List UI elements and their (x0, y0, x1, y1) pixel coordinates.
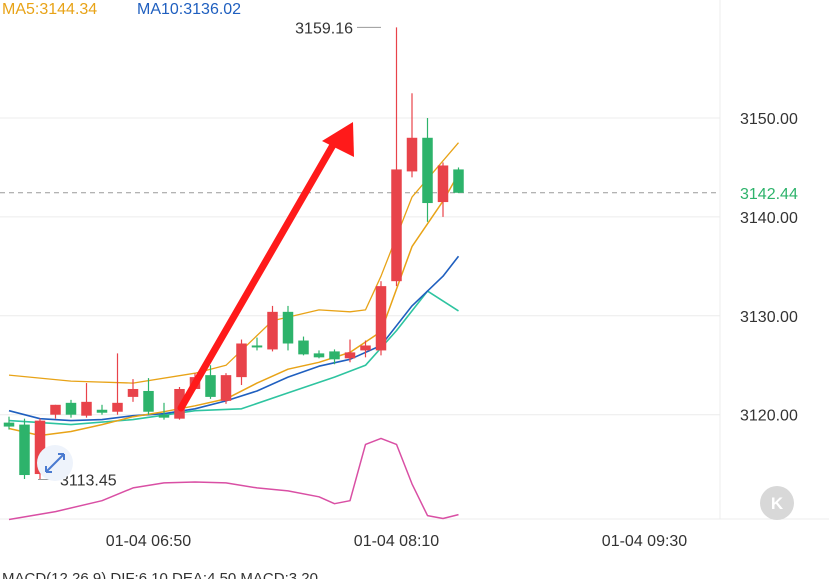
candle-body-3 (50, 404, 61, 415)
candle-19 (298, 336, 309, 356)
candle-24 (375, 281, 387, 356)
candle-6 (96, 404, 108, 415)
expand-icon-button[interactable] (37, 445, 73, 481)
candle-body-28 (437, 165, 449, 203)
candle-20 (313, 350, 325, 359)
candle-body-10 (158, 414, 170, 418)
candle-16 (251, 337, 263, 351)
candle-21 (329, 349, 340, 365)
candle-7 (112, 353, 123, 415)
trend-arrow (177, 122, 354, 412)
candle-body-24 (375, 286, 387, 351)
candle-1 (19, 418, 30, 479)
trend-arrow-head (322, 122, 354, 157)
candle-body-25 (391, 169, 402, 282)
candle-25 (391, 27, 402, 287)
macd-line (8, 437, 459, 521)
candle-body-29 (453, 169, 464, 193)
candle-body-18 (282, 311, 294, 344)
candles (3, 27, 464, 480)
y-axis-tick-labels: 3150.00 3140.00 3130.00 3120.00 (740, 111, 798, 425)
candle-body-9 (143, 390, 154, 412)
x-tick-label-2: 01-04 09:30 (602, 533, 688, 550)
candle-17 (267, 305, 278, 352)
expand-icon (45, 453, 65, 473)
candle-13 (205, 365, 216, 399)
candle-18 (282, 305, 294, 351)
candle-23 (360, 340, 371, 358)
candle-5 (81, 383, 92, 418)
candle-15 (236, 339, 247, 386)
collapse-button[interactable]: K (760, 486, 794, 520)
candle-body-8 (127, 388, 139, 397)
candle-10 (158, 402, 170, 420)
y-tick-label-1: 3140.00 (740, 210, 798, 227)
candle-body-27 (422, 137, 433, 204)
candle-body-0 (3, 422, 15, 427)
candle-body-23 (360, 345, 371, 351)
candle-body-21 (329, 351, 340, 360)
macd-header: MACD(12,26,9) DIF:6.10 DEA:4.50 MACD:3.2… (2, 570, 318, 579)
x-axis-tick-labels: 01-04 06:50 01-04 08:10 01-04 09:30 (106, 533, 688, 550)
candle-8 (127, 379, 139, 402)
candle-body-17 (267, 311, 278, 350)
candle-body-22 (344, 352, 356, 359)
candle-body-7 (112, 402, 123, 412)
candle-3 (50, 404, 61, 419)
candle-4 (65, 399, 77, 418)
ma5-legend: MA5:3144.34 (2, 1, 97, 18)
candle-0 (3, 416, 15, 430)
candle-22 (344, 339, 356, 363)
y-tick-label-3: 3120.00 (740, 408, 798, 425)
x-tick-label-1: 01-04 08:10 (354, 533, 440, 550)
candle-9 (143, 378, 154, 415)
indicator-lines (8, 142, 460, 521)
annotations: 3159.16 3113.45 (38, 20, 381, 489)
candle-27 (422, 118, 433, 222)
grid-lines (0, 0, 829, 520)
candle-body-13 (205, 375, 216, 397)
candle-body-19 (298, 340, 309, 355)
candle-body-1 (19, 424, 30, 476)
ma5-line (8, 173, 460, 437)
candle-28 (437, 162, 449, 217)
high-annotation-label: 3159.16 (295, 20, 353, 37)
y-tick-label-2: 3130.00 (740, 309, 798, 326)
candle-29 (453, 167, 464, 194)
y-tick-label-0: 3150.00 (740, 111, 798, 128)
candle-body-16 (251, 345, 263, 348)
candle-body-2 (34, 420, 46, 475)
ma10-legend: MA10:3136.02 (137, 1, 241, 18)
current-price-tag: 3142.44 (726, 180, 829, 204)
current-price-label: 3142.44 (740, 186, 798, 203)
trend-arrow-shaft (177, 141, 337, 412)
collapse-icon: K (771, 494, 784, 513)
x-tick-label-0: 01-04 06:50 (106, 533, 192, 550)
candle-body-15 (236, 343, 247, 378)
upper-band-line (8, 142, 459, 384)
candle-body-6 (96, 409, 108, 413)
candle-body-5 (81, 401, 92, 416)
candle-body-14 (220, 375, 232, 401)
low-annotation-label: 3113.45 (60, 472, 117, 489)
candle-body-20 (313, 353, 325, 358)
candle-body-4 (65, 402, 77, 415)
candle-14 (220, 373, 232, 404)
ma10-line (8, 255, 460, 422)
candle-26 (406, 93, 418, 178)
candle-body-26 (406, 137, 418, 172)
